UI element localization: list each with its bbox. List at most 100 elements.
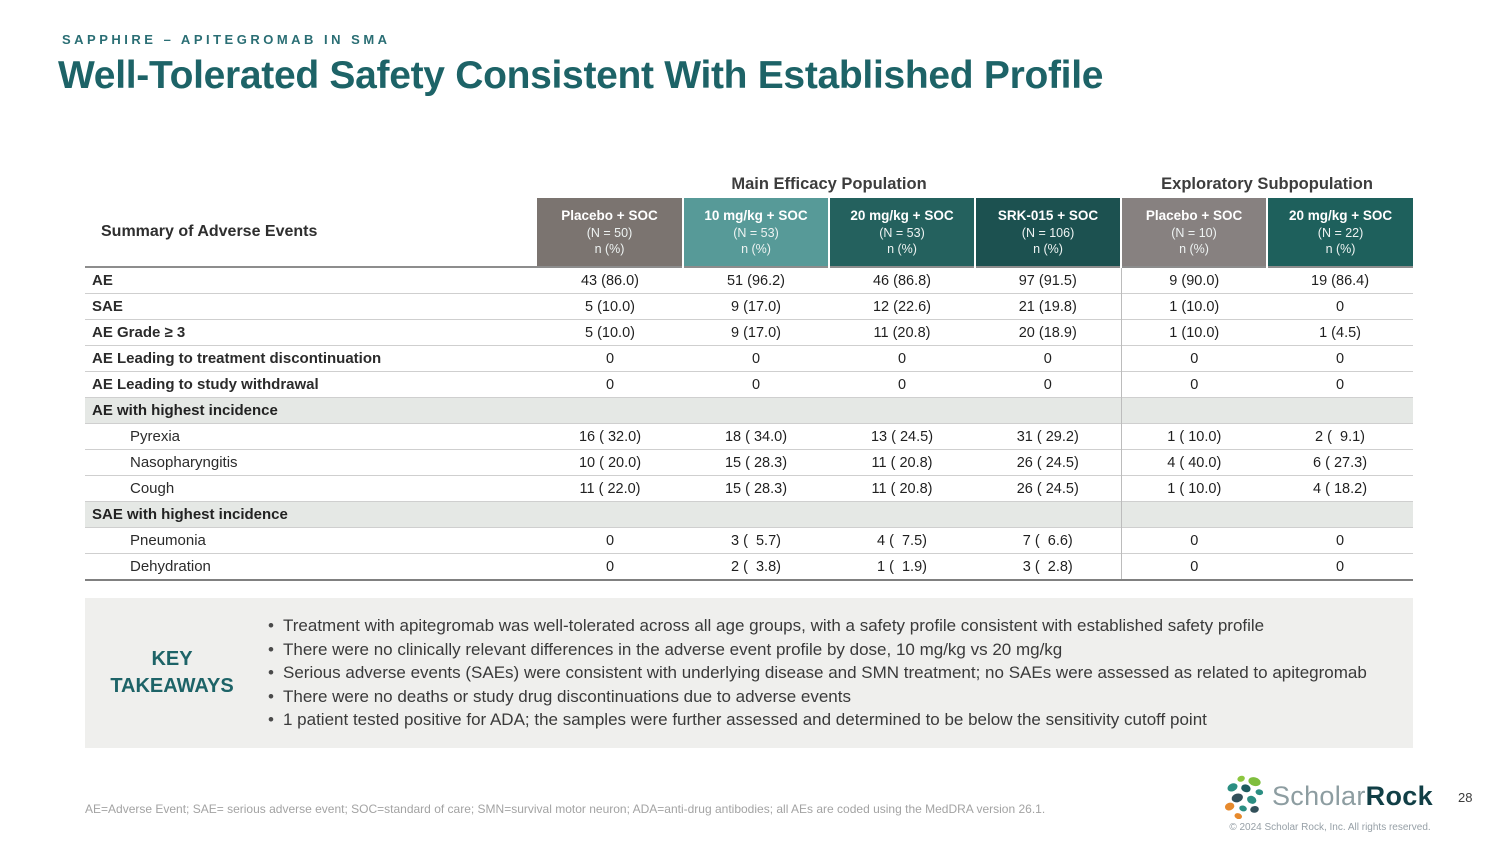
row-label: Pyrexia — [85, 423, 537, 450]
column-n: (N = 10) — [1171, 226, 1217, 240]
column-label: Placebo + SOC — [1145, 208, 1243, 223]
cell-value: 15 ( 28.3) — [683, 475, 829, 502]
cell-value: 2 ( 3.8) — [683, 553, 829, 581]
logo-text-rock: Rock — [1365, 780, 1433, 811]
key-takeaways-heading-line2: TAKEAWAYS — [110, 675, 234, 697]
cell-value: 0 — [683, 345, 829, 372]
cell-value: 0 — [829, 371, 975, 398]
section-cell — [1120, 501, 1268, 528]
section-cell — [829, 397, 975, 424]
cell-value: 19 (86.4) — [1267, 266, 1414, 294]
page-number: 28 — [1458, 790, 1473, 805]
copyright-text: © 2024 Scholar Rock, Inc. All rights res… — [1229, 822, 1431, 833]
cell-value: 12 (22.6) — [829, 293, 975, 320]
section-label: AE with highest incidence — [85, 397, 537, 424]
cell-value: 0 — [537, 553, 683, 581]
abbreviations-footnote: AE=Adverse Event; SAE= serious adverse e… — [85, 802, 1046, 816]
cell-value: 21 (19.8) — [975, 293, 1122, 320]
row-label: AE Leading to study withdrawal — [85, 371, 537, 398]
scholar-rock-logo: Scholar Rock © 2024 Scholar Rock, Inc. Al… — [1222, 773, 1438, 833]
section-cell — [683, 501, 829, 528]
table-row-cough: Cough 11 ( 22.0) 15 ( 28.3) 11 ( 20.8) 2… — [85, 475, 1414, 502]
cell-value: 11 ( 20.8) — [829, 475, 975, 502]
column-header-20mgkg-main: 20 mg/kg + SOC (N = 53) n (%) — [828, 198, 975, 267]
cell-value: 0 — [1120, 371, 1268, 398]
column-header-placebo-exploratory: Placebo + SOC (N = 10) n (%) — [1120, 198, 1268, 267]
column-label: Placebo + SOC — [561, 208, 658, 223]
cell-value: 0 — [683, 371, 829, 398]
table-row-sae: SAE 5 (10.0) 9 (17.0) 12 (22.6) 21 (19.8… — [85, 293, 1414, 320]
cell-value: 9 (17.0) — [683, 319, 829, 346]
cell-value: 20 (18.9) — [975, 319, 1122, 346]
cell-value: 0 — [975, 371, 1122, 398]
scholar-rock-logo-icon — [1224, 775, 1264, 819]
section-cell — [537, 501, 683, 528]
cell-value: 4 ( 40.0) — [1120, 449, 1268, 476]
cell-value: 3 ( 5.7) — [683, 527, 829, 554]
cell-value: 0 — [829, 345, 975, 372]
adverse-events-table: Main Efficacy Population Exploratory Sub… — [85, 170, 1414, 581]
column-unit: n (%) — [594, 242, 625, 256]
section-header-ae-highest: AE with highest incidence — [85, 397, 1414, 424]
cell-value: 18 ( 34.0) — [683, 423, 829, 450]
section-cell — [683, 397, 829, 424]
cell-value: 0 — [1120, 345, 1268, 372]
cell-value: 3 ( 2.8) — [975, 553, 1122, 581]
takeaway-item: There were no clinically relevant differ… — [267, 638, 1413, 662]
column-header-placebo-main: Placebo + SOC (N = 50) n (%) — [537, 198, 683, 267]
key-takeaways-list: Treatment with apitegromab was well-tole… — [259, 614, 1413, 732]
cell-value: 2 ( 9.1) — [1267, 423, 1414, 450]
cell-value: 46 (86.8) — [829, 266, 975, 294]
table-row-ae-discontinuation: AE Leading to treatment discontinuation … — [85, 345, 1414, 372]
cell-value: 13 ( 24.5) — [829, 423, 975, 450]
column-unit: n (%) — [887, 242, 917, 256]
cell-value: 0 — [537, 527, 683, 554]
section-cell — [829, 501, 975, 528]
section-cell — [1267, 501, 1414, 528]
table-row-dehydration: Dehydration 0 2 ( 3.8) 1 ( 1.9) 3 ( 2.8)… — [85, 553, 1414, 581]
group-header-main-efficacy: Main Efficacy Population — [731, 174, 927, 193]
column-label: 20 mg/kg + SOC — [850, 208, 954, 223]
takeaway-item: There were no deaths or study drug disco… — [267, 685, 1413, 709]
cell-value: 0 — [1267, 293, 1414, 320]
column-unit: n (%) — [1325, 242, 1356, 256]
row-label: SAE — [85, 293, 537, 320]
section-cell — [537, 397, 683, 424]
cell-value: 0 — [975, 345, 1122, 372]
cell-value: 31 ( 29.2) — [975, 423, 1122, 450]
row-label: Nasopharyngitis — [85, 449, 537, 476]
summary-table: Main Efficacy Population Exploratory Sub… — [85, 170, 1414, 581]
column-n: (N = 50) — [586, 226, 633, 240]
cell-value: 0 — [1267, 527, 1414, 554]
cell-value: 0 — [1267, 553, 1414, 581]
table-row-ae: AE 43 (86.0) 51 (96.2) 46 (86.8) 97 (91.… — [85, 266, 1414, 294]
cell-value: 7 ( 6.6) — [975, 527, 1122, 554]
cell-value: 11 ( 22.0) — [537, 475, 683, 502]
cell-value: 4 ( 7.5) — [829, 527, 975, 554]
column-label: 10 mg/kg + SOC — [704, 208, 808, 223]
cell-value: 5 (10.0) — [537, 293, 683, 320]
population-group-header-row: Main Efficacy Population Exploratory Sub… — [85, 170, 1413, 198]
cell-value: 43 (86.0) — [537, 266, 683, 294]
column-label: 20 mg/kg + SOC — [1288, 208, 1393, 223]
column-n: (N = 53) — [879, 226, 925, 240]
table-row-ae-grade3: AE Grade ≥ 3 5 (10.0) 9 (17.0) 11 (20.8)… — [85, 319, 1414, 346]
cell-value: 4 ( 18.2) — [1267, 475, 1414, 502]
section-cell — [975, 397, 1122, 424]
cell-value: 1 ( 10.0) — [1120, 475, 1268, 502]
cell-value: 5 (10.0) — [537, 319, 683, 346]
section-label: SAE with highest incidence — [85, 501, 537, 528]
logo-row: Scholar Rock — [1222, 773, 1438, 819]
section-cell — [1267, 397, 1414, 424]
section-header-sae-highest: SAE with highest incidence — [85, 501, 1414, 528]
column-n: (N = 22) — [1317, 226, 1364, 240]
table-corner-spacer — [85, 170, 537, 198]
cell-value: 11 (20.8) — [829, 319, 975, 346]
group-header-exploratory: Exploratory Subpopulation — [1161, 174, 1373, 193]
takeaway-item: Serious adverse events (SAEs) were consi… — [267, 661, 1413, 685]
column-header-10mgkg: 10 mg/kg + SOC (N = 53) n (%) — [682, 198, 829, 267]
cell-value: 26 ( 24.5) — [975, 449, 1122, 476]
row-label: AE Grade ≥ 3 — [85, 319, 537, 346]
cell-value: 9 (17.0) — [683, 293, 829, 320]
